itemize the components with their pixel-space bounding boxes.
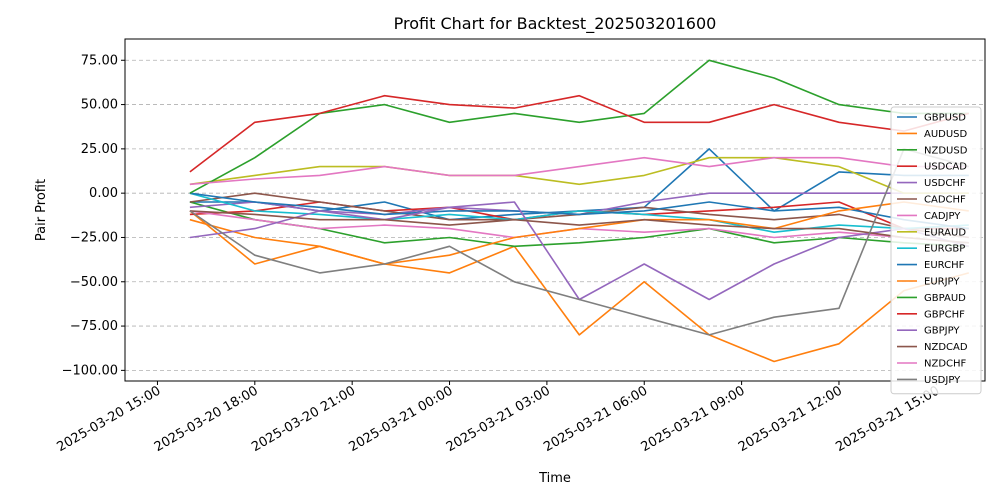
series-line-nzdcad — [189, 210, 969, 244]
series-line-nzdchf — [189, 156, 969, 186]
y-tick-label: 0.00 — [89, 186, 118, 201]
legend-label: CADCHF — [924, 195, 966, 206]
legend: GBPUSD AUDUSD NZDUSD USDCAD USDCHF CADCHF CADJ… — [890, 106, 982, 395]
series-line-usdjpy — [189, 148, 970, 336]
legend-label: EURJPY — [924, 277, 960, 288]
series-line-eurgbp — [189, 192, 969, 233]
y-axis: 75.00 50.00 25.00 0.00 −25.00 −50.00 −75.00 −10… — [62, 53, 125, 378]
y-tick-label: 75.00 — [81, 53, 118, 68]
chart-title: Profit Chart for Backtest_202503201600 — [394, 14, 717, 34]
y-tick-label: −75.00 — [70, 319, 118, 334]
legend-label: EURCHF — [924, 260, 965, 271]
series-line-eurchf — [189, 192, 969, 230]
y-tick-label: 25.00 — [81, 142, 118, 157]
series-lines — [189, 59, 970, 363]
legend-label: NZDCHF — [924, 359, 967, 370]
legend-label: USDCAD — [924, 162, 967, 173]
legend-label: NZDUSD — [924, 145, 968, 156]
legend-label: GBPCHF — [924, 309, 965, 320]
y-tick-label: −50.00 — [70, 275, 118, 290]
legend-label: EURAUD — [924, 227, 966, 238]
x-axis-label: Time — [538, 471, 571, 486]
legend-label: GBPAUD — [924, 293, 966, 304]
legend-label: GBPJPY — [924, 326, 960, 337]
legend-box — [890, 106, 982, 395]
series-line-gbpchf — [189, 94, 970, 173]
y-tick-label: 50.00 — [81, 98, 118, 113]
plot-frame — [124, 38, 986, 382]
series-line-eurjpy — [189, 201, 969, 265]
y-axis-label: Pair Profit — [34, 179, 49, 241]
legend-label: AUDUSD — [924, 129, 968, 140]
legend-label: GBPUSD — [924, 113, 966, 124]
legend-label: CADJPY — [924, 211, 961, 222]
series-line-euraud — [189, 156, 969, 194]
y-tick-label: −100.00 — [62, 363, 118, 378]
legend-label: NZDCAD — [924, 342, 968, 353]
legend-label: USDJPY — [924, 375, 961, 386]
legend-label: USDCHF — [924, 178, 966, 189]
legend-label: EURGBP — [924, 244, 965, 255]
y-tick-label: −25.00 — [70, 230, 118, 245]
